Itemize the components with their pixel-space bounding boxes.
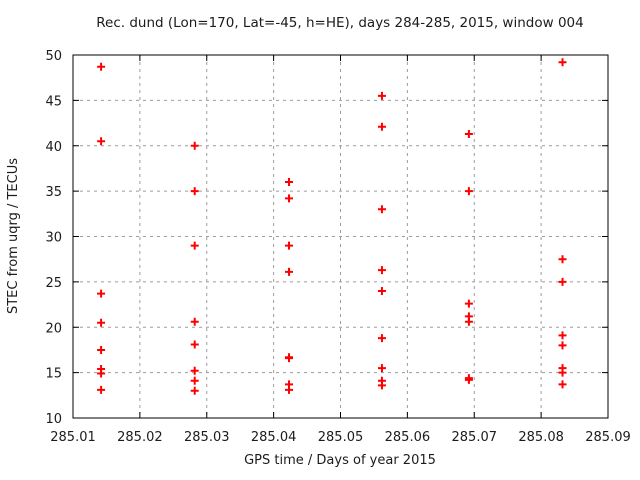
y-tick-label: 40 <box>45 140 62 155</box>
data-points <box>97 58 567 395</box>
x-tick-label: 285.09 <box>585 430 631 445</box>
data-point-plus-icon <box>190 241 199 250</box>
grid-lines <box>73 55 608 418</box>
x-tick-label: 285.02 <box>117 430 163 445</box>
data-point-plus-icon <box>377 91 386 100</box>
data-point-plus-icon <box>97 369 106 378</box>
data-point-plus-icon <box>464 375 473 384</box>
y-tick-label: 50 <box>45 49 62 64</box>
data-point-plus-icon <box>377 205 386 214</box>
data-point-plus-icon <box>285 354 294 363</box>
data-point-plus-icon <box>377 266 386 275</box>
y-axis-label: STEC from uqrg / TECUs <box>6 158 21 314</box>
y-tick-label: 15 <box>45 367 62 382</box>
data-point-plus-icon <box>464 129 473 138</box>
tick-labels: 285.01 285.02 285.03 285.04 285.05 285.06 285.… <box>45 49 630 445</box>
data-point-plus-icon <box>97 62 106 71</box>
data-point-plus-icon <box>97 289 106 298</box>
y-tick-label: 25 <box>45 276 62 291</box>
data-point-plus-icon <box>377 286 386 295</box>
plot-border <box>72 54 609 419</box>
x-tick-label: 285.03 <box>184 430 230 445</box>
data-point-plus-icon <box>190 366 199 375</box>
x-tick-label: 285.04 <box>251 430 297 445</box>
data-point-plus-icon <box>464 187 473 196</box>
data-point-plus-icon <box>285 267 294 276</box>
x-tick-label: 285.06 <box>385 430 431 445</box>
data-point-plus-icon <box>285 241 294 250</box>
data-point-plus-icon <box>190 317 199 326</box>
data-point-plus-icon <box>285 178 294 187</box>
data-point-plus-icon <box>558 255 567 264</box>
y-tick-label: 30 <box>45 231 62 246</box>
data-point-plus-icon <box>97 137 106 146</box>
y-tick-label: 35 <box>45 185 62 200</box>
data-point-plus-icon <box>190 187 199 196</box>
y-tick-label: 20 <box>45 321 62 336</box>
x-axis-label: GPS time / Days of year 2015 <box>244 453 436 468</box>
data-point-plus-icon <box>190 376 199 385</box>
data-point-plus-icon <box>558 331 567 340</box>
data-point-plus-icon <box>377 364 386 373</box>
data-point-plus-icon <box>285 194 294 203</box>
x-tick-label: 285.08 <box>518 430 564 445</box>
data-point-plus-icon <box>377 334 386 343</box>
data-point-plus-icon <box>558 58 567 67</box>
y-tick-label: 10 <box>45 412 62 427</box>
x-tick-label: 285.07 <box>452 430 498 445</box>
chart-title: Rec. dund (Lon=170, Lat=-45, h=HE), days… <box>96 15 583 31</box>
data-point-plus-icon <box>558 368 567 377</box>
data-point-plus-icon <box>285 385 294 394</box>
x-tick-label: 285.01 <box>50 430 96 445</box>
data-point-plus-icon <box>558 380 567 389</box>
data-point-plus-icon <box>464 299 473 308</box>
data-point-plus-icon <box>190 386 199 395</box>
data-point-plus-icon <box>190 340 199 349</box>
y-tick-label: 45 <box>45 94 62 109</box>
data-point-plus-icon <box>97 385 106 394</box>
x-tick-label: 285.05 <box>318 430 364 445</box>
data-point-plus-icon <box>558 341 567 350</box>
data-point-plus-icon <box>97 345 106 354</box>
data-point-plus-icon <box>464 317 473 326</box>
data-point-plus-icon <box>377 122 386 131</box>
data-point-plus-icon <box>97 318 106 327</box>
data-point-plus-icon <box>558 277 567 286</box>
data-point-plus-icon <box>377 381 386 390</box>
data-point-plus-icon <box>190 141 199 150</box>
